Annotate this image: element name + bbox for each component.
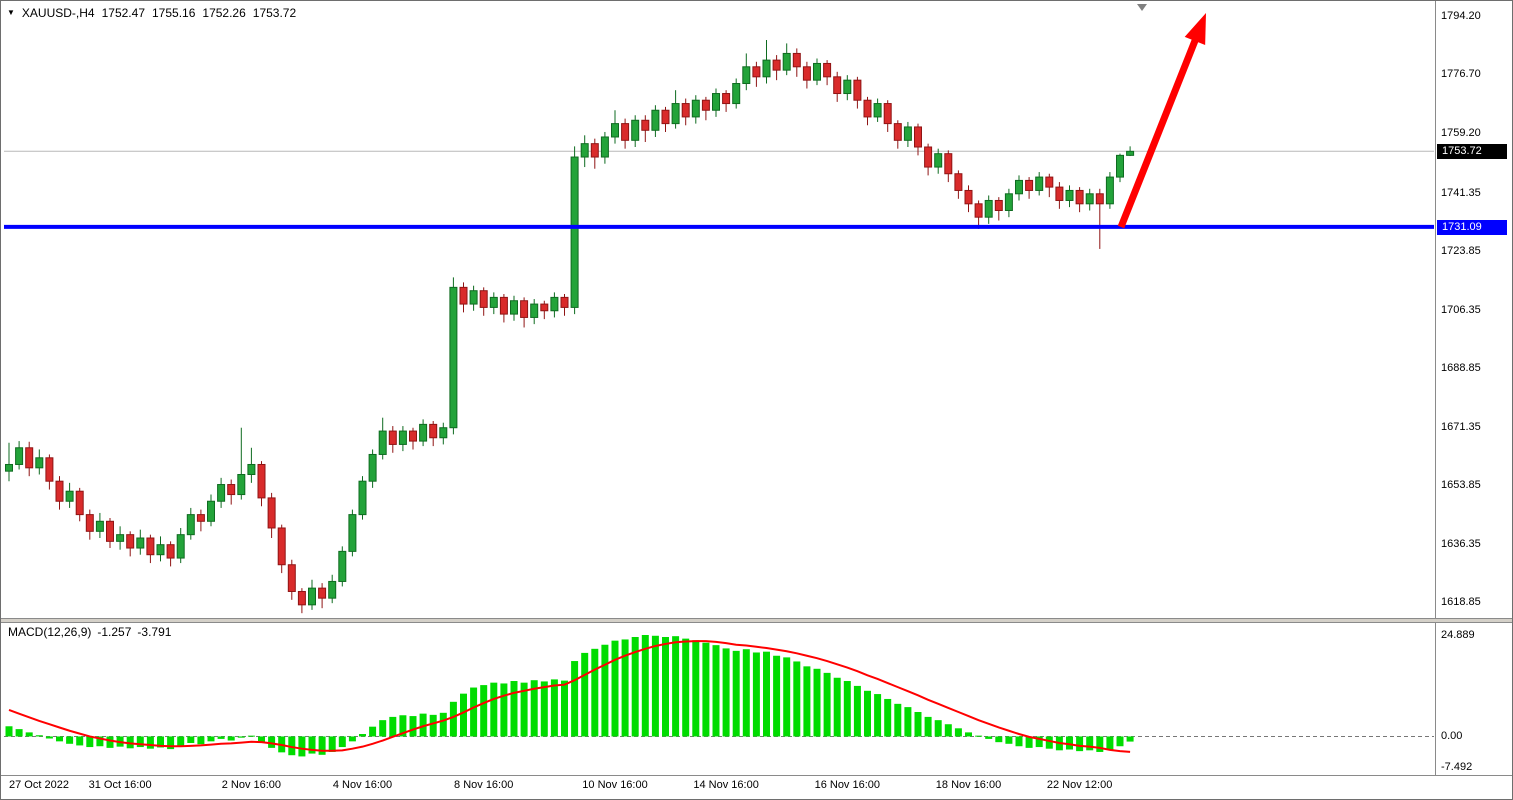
macd-indicator-label: MACD(12,26,9) -1.257 -3.791 <box>8 625 171 639</box>
level-price-badge: 1731.09 <box>1437 219 1507 235</box>
price-axis-label: 1759.20 <box>1441 126 1481 139</box>
price-axis-label: 1776.70 <box>1441 68 1481 81</box>
ohlc-header: ▼ XAUUSD-,H4 1752.47 1755.16 1752.26 175… <box>7 6 296 20</box>
price-axis-label: 1706.35 <box>1441 303 1481 316</box>
price-axis-divider <box>1435 1 1436 776</box>
time-axis-divider <box>1 775 1512 776</box>
time-axis-label: 22 Nov 12:00 <box>1046 779 1113 791</box>
macd-main-value: -1.257 <box>97 625 132 639</box>
chart-shift-marker-icon[interactable] <box>1137 4 1147 11</box>
time-axis-label: 18 Nov 16:00 <box>935 779 1002 791</box>
price-axis-label: 1794.20 <box>1441 10 1481 22</box>
bid-price-badge: 1753.72 <box>1437 144 1507 160</box>
macd-axis-label: 0.00 <box>1441 730 1463 743</box>
macd-name: MACD(12,26,9) <box>8 625 92 639</box>
time-axis-label: 8 Nov 16:00 <box>454 779 514 791</box>
high-value: 1755.16 <box>152 6 196 20</box>
macd-signal-value: -3.791 <box>137 625 172 639</box>
open-value: 1752.47 <box>101 6 145 20</box>
price-axis-label: 1671.35 <box>1441 420 1481 433</box>
trend-arrow-annotation[interactable] <box>1117 13 1206 229</box>
time-axis-label: 14 Nov 16:00 <box>693 779 759 791</box>
time-axis[interactable]: 27 Oct 2022 31 Oct 16:00 2 Nov 16:00 4 Nov … <box>1 777 1512 799</box>
time-axis-label: 27 Oct 2022 <box>9 779 69 791</box>
price-axis-label: 1723.85 <box>1441 245 1481 258</box>
price-axis[interactable]: 1794.20 1776.70 1759.20 1741.35 1723.85 1706.… <box>1441 1 1512 799</box>
macd-axis-label: -7.492 <box>1441 761 1473 773</box>
price-axis-label: 1636.35 <box>1441 537 1481 550</box>
price-axis-label: 1741.35 <box>1441 186 1481 199</box>
low-value: 1752.26 <box>202 6 246 20</box>
time-axis-label: 16 Nov 16:00 <box>814 779 881 791</box>
symbol-timeframe-label: XAUUSD-,H4 <box>21 6 95 20</box>
price-axis-label: 1618.85 <box>1441 596 1481 608</box>
time-axis-label: 10 Nov 16:00 <box>582 779 648 791</box>
candlestick-series[interactable] <box>5 40 1135 614</box>
price-axis-label: 1653.85 <box>1441 479 1481 492</box>
time-axis-label: 4 Nov 16:00 <box>332 779 393 791</box>
macd-axis-label: 24.889 <box>1441 629 1475 641</box>
panel-separator[interactable] <box>1 618 1512 623</box>
time-axis-label: 2 Nov 16:00 <box>221 779 282 791</box>
collapse-chart-icon[interactable]: ▼ <box>7 8 15 17</box>
time-axis-label: 31 Oct 16:00 <box>88 779 152 791</box>
macd-signal-line <box>8 640 1131 753</box>
macd-histogram <box>5 635 1134 757</box>
price-axis-label: 1688.85 <box>1441 362 1481 375</box>
close-value: 1753.72 <box>252 6 297 20</box>
